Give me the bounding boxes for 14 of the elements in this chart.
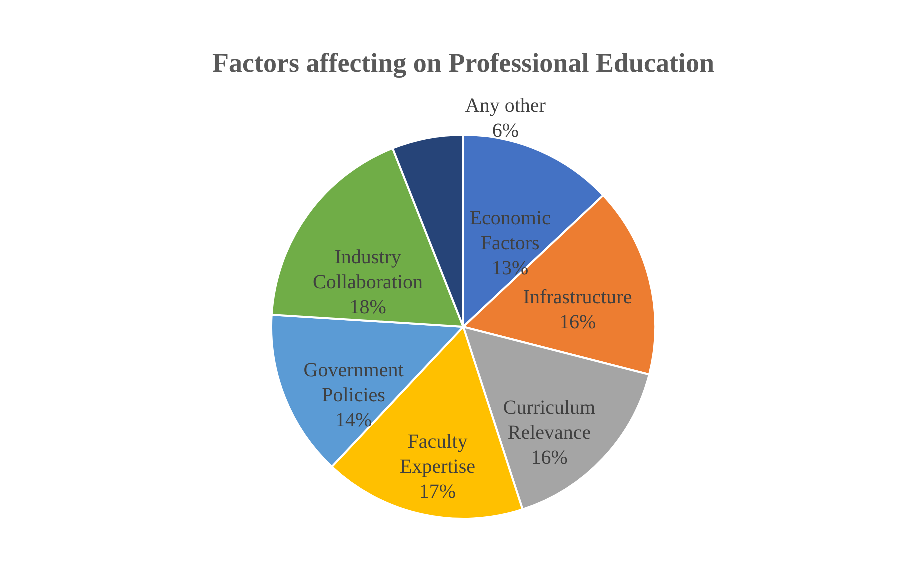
data-label: 16% (531, 446, 568, 469)
data-label: 16% (559, 312, 596, 334)
slice-label: Any other (465, 94, 546, 117)
slice-label: Economic Factors (470, 208, 552, 255)
slice-label: Infrastructure (523, 286, 632, 309)
slice-label: Industry Collaboration (313, 246, 424, 294)
data-label: 17% (419, 481, 456, 504)
data-label: 14% (335, 409, 372, 432)
chart-title: Factors affecting on Professional Education (212, 48, 714, 78)
slice-label: Faculty Expertise (400, 431, 476, 478)
slice-label: Curriculum Relevance (503, 396, 596, 444)
slice-label: Government Policies (304, 359, 404, 406)
data-label: 18% (350, 296, 386, 319)
data-label: 6% (492, 120, 519, 142)
